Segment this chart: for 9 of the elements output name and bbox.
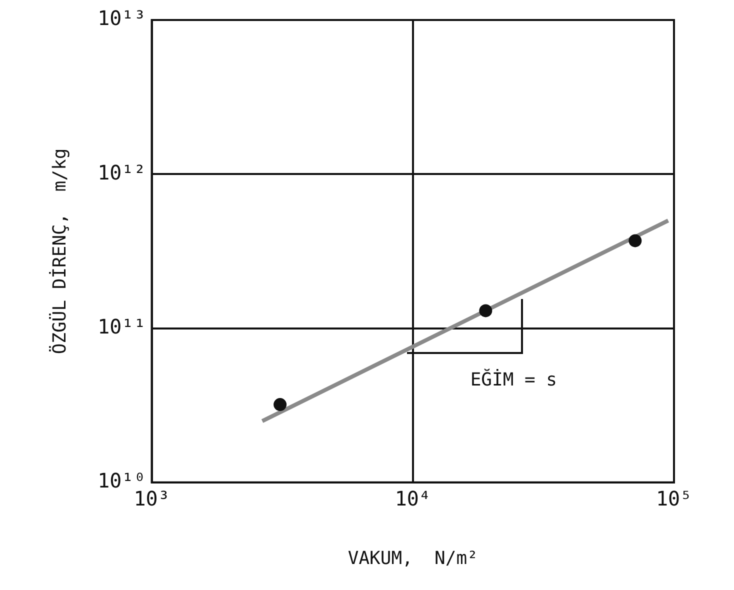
x-tick-label: 10⁴ <box>394 486 431 511</box>
x-tick-label: 10³ <box>134 486 170 511</box>
annotation: EĞİM = s <box>470 368 558 390</box>
y-axis-title: ÖZGÜL DİRENÇ, m/kg <box>48 148 70 354</box>
y-tick-label: 10¹² <box>98 160 146 184</box>
y-tick-label: 10¹³ <box>98 6 146 30</box>
x-tick-label: 10⁵ <box>656 486 692 511</box>
x-axis-title: VAKUM, N/m² <box>348 548 478 569</box>
y-tick-label: 10¹¹ <box>98 314 146 338</box>
